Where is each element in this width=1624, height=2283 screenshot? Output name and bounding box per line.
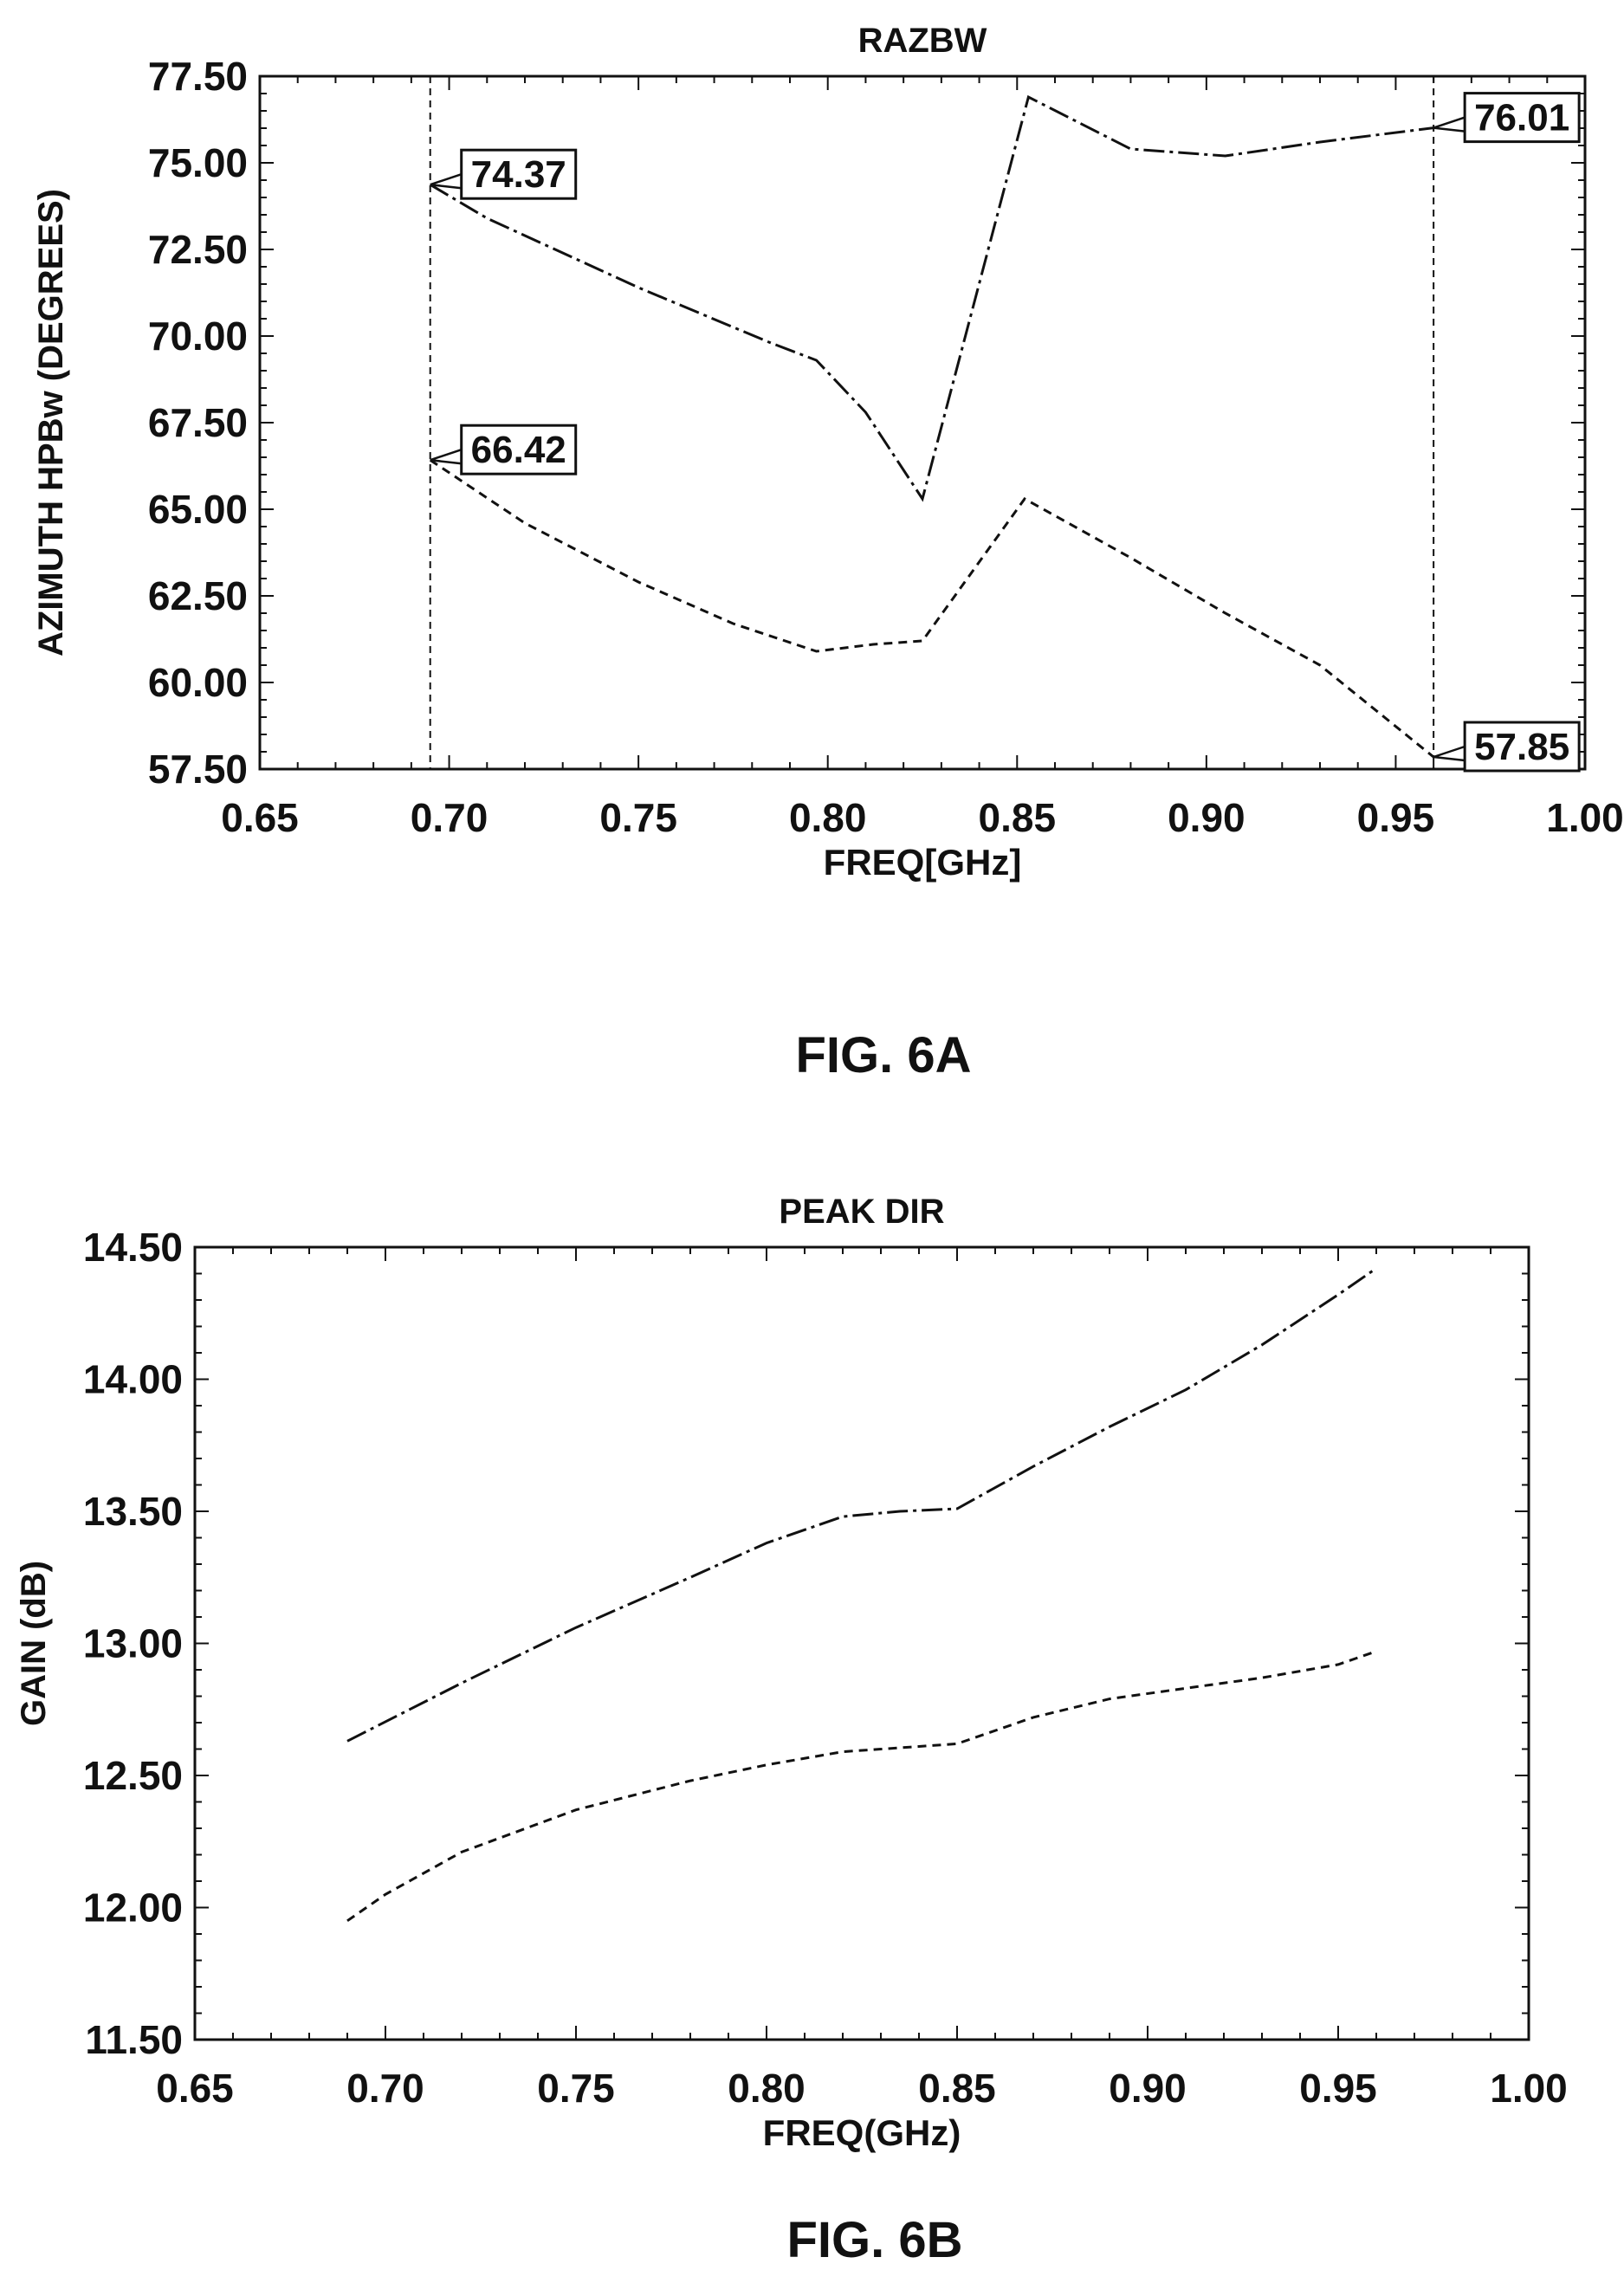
caption-fig-6b: FIG. 6B bbox=[786, 2212, 962, 2268]
marker-label: 57.85 bbox=[1474, 726, 1569, 768]
y-tick-label: 65.00 bbox=[148, 487, 248, 532]
marker-label: 74.37 bbox=[471, 153, 566, 196]
chart-fig-6a: RAZBW 0.65 0.70 0.75 0.80 0.85 0.90 0.95 1.00 57.… bbox=[32, 22, 1624, 883]
y-tick-label: 72.50 bbox=[148, 227, 248, 272]
x-tick-label: 0.70 bbox=[411, 795, 488, 840]
marker-label: 66.42 bbox=[471, 429, 566, 471]
y-tick-label: 11.50 bbox=[85, 2017, 183, 2062]
marker-box bbox=[1463, 92, 1581, 144]
x-tick-label: 0.80 bbox=[789, 795, 867, 840]
marker-leader bbox=[430, 173, 463, 190]
y-tick-label: 67.50 bbox=[148, 400, 248, 445]
marker-box bbox=[460, 148, 578, 200]
marker-leader bbox=[430, 449, 463, 465]
x-tick-label: 0.70 bbox=[346, 2066, 424, 2111]
marker-box bbox=[460, 424, 578, 475]
y-tick-label: 62.50 bbox=[148, 573, 248, 618]
x-tick-label: 0.85 bbox=[979, 795, 1057, 840]
y-tick-label: 60.00 bbox=[148, 660, 248, 705]
x-tick-label: 0.90 bbox=[1168, 795, 1245, 840]
x-tick-label: 0.95 bbox=[1357, 795, 1435, 840]
marker-leader bbox=[1433, 116, 1465, 133]
series-1-line bbox=[346, 1267, 1377, 1743]
x-tick-label: 0.75 bbox=[599, 795, 677, 840]
marker-box bbox=[1463, 721, 1581, 773]
y-tick-label: 12.50 bbox=[83, 1753, 183, 1798]
y-axis-label: AZIMUTH HPBw (DEGREES) bbox=[32, 189, 70, 656]
series-1-line bbox=[429, 94, 1434, 502]
y-tick-label: 77.50 bbox=[148, 54, 248, 99]
caption-fig-6a: FIG. 6A bbox=[795, 1027, 971, 1083]
y-tick-label: 14.50 bbox=[83, 1225, 183, 1270]
y-tick-label: 13.50 bbox=[83, 1489, 183, 1534]
y-tick-label: 70.00 bbox=[148, 314, 248, 359]
x-tick-label: 0.75 bbox=[537, 2066, 615, 2111]
x-tick-label: 1.00 bbox=[1490, 2066, 1568, 2111]
x-axis-label: FREQ[GHz] bbox=[824, 842, 1022, 883]
y-tick-label: 14.00 bbox=[83, 1357, 183, 1402]
y-tick-label: 75.00 bbox=[148, 140, 248, 185]
marker-leader bbox=[1433, 745, 1465, 762]
x-tick-label: 0.90 bbox=[1109, 2066, 1187, 2111]
x-tick-label: 0.65 bbox=[156, 2066, 234, 2111]
chart-title: PEAK DIR bbox=[779, 1193, 944, 1231]
series-2-line bbox=[346, 1650, 1377, 1923]
y-tick-label: 12.00 bbox=[83, 1885, 183, 1931]
y-tick-label: 57.50 bbox=[148, 747, 248, 792]
plot-frame bbox=[193, 1245, 1530, 2041]
x-tick-label: 0.85 bbox=[918, 2066, 996, 2111]
y-axis-label: GAIN (dB) bbox=[15, 1561, 53, 1726]
series-2-line bbox=[429, 458, 1435, 759]
y-tick-label: 13.00 bbox=[83, 1621, 183, 1666]
x-tick-label: 0.95 bbox=[1299, 2066, 1377, 2111]
x-tick-label: 1.00 bbox=[1546, 795, 1624, 840]
chart-fig-6b: PEAK DIR 0.65 0.70 0.75 0.80 0.85 0.90 0.95 1.00… bbox=[15, 1193, 1568, 2153]
chart-title: RAZBW bbox=[858, 22, 987, 60]
x-tick-label: 0.80 bbox=[728, 2066, 806, 2111]
x-axis-label: FREQ(GHz) bbox=[763, 2112, 961, 2153]
plot-frame bbox=[258, 74, 1587, 771]
x-tick-label: 0.65 bbox=[221, 795, 299, 840]
marker-label: 76.01 bbox=[1474, 97, 1569, 139]
